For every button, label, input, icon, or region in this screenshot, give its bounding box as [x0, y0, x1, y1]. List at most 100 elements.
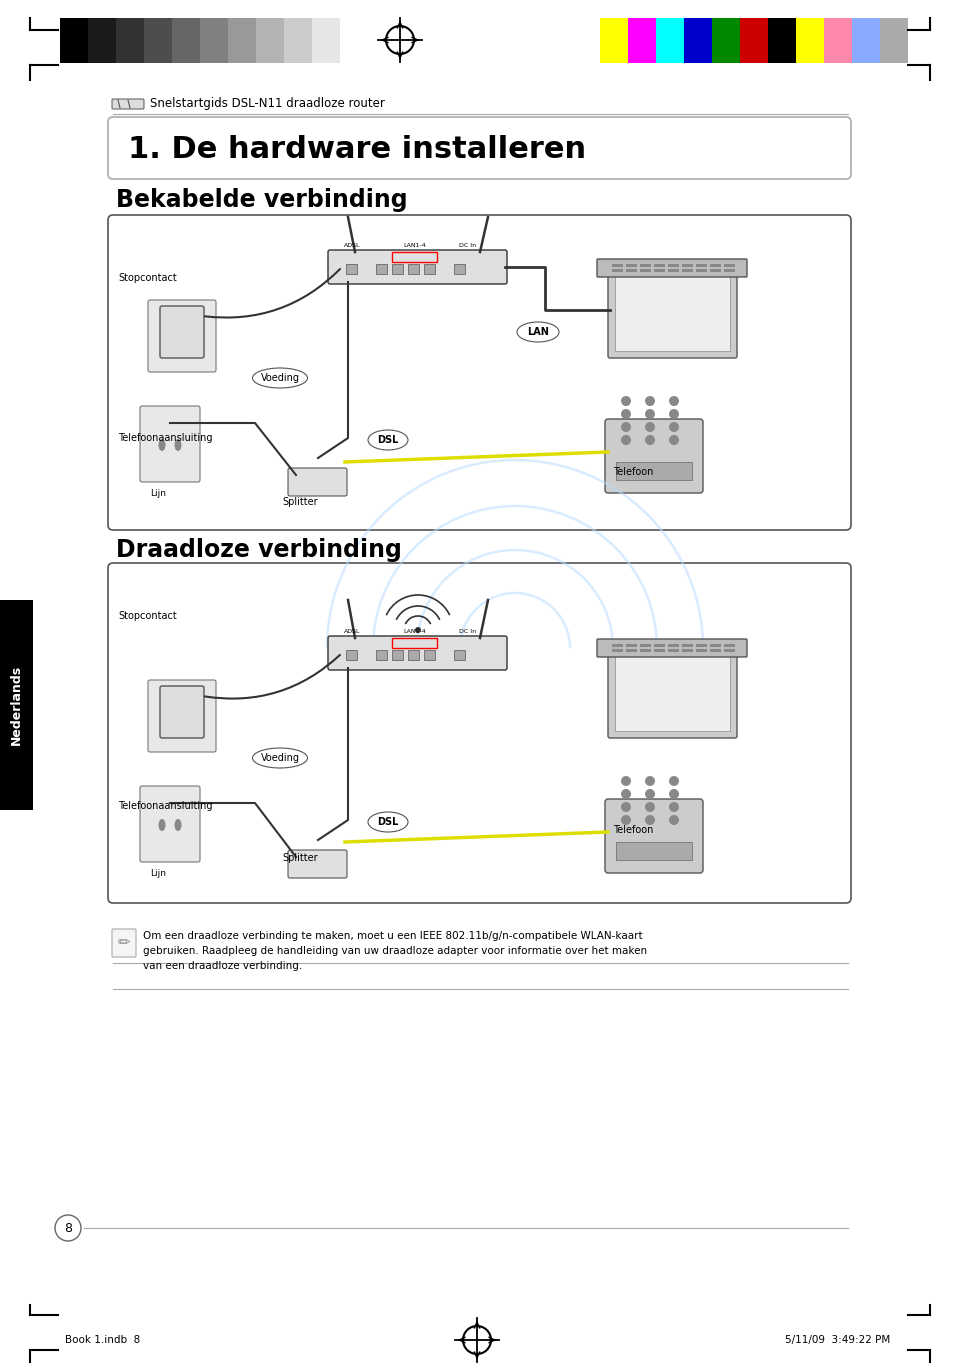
- Bar: [392, 252, 436, 262]
- Bar: [423, 264, 435, 274]
- Text: LAN: LAN: [526, 327, 548, 337]
- Bar: [423, 649, 435, 660]
- Bar: [879, 18, 907, 63]
- Bar: [654, 644, 664, 647]
- Bar: [681, 264, 692, 267]
- Circle shape: [620, 422, 630, 432]
- Text: ADSL: ADSL: [343, 629, 360, 634]
- Bar: [639, 269, 650, 273]
- Ellipse shape: [517, 322, 558, 342]
- Circle shape: [620, 410, 630, 419]
- FancyBboxPatch shape: [597, 259, 746, 277]
- Bar: [116, 18, 144, 63]
- Text: Telefoon: Telefoon: [613, 825, 653, 834]
- Circle shape: [620, 815, 630, 825]
- Circle shape: [668, 789, 679, 799]
- Text: DC In: DC In: [459, 242, 476, 248]
- Text: Splitter: Splitter: [282, 497, 317, 507]
- FancyBboxPatch shape: [108, 116, 850, 179]
- Text: ADSL: ADSL: [343, 242, 360, 248]
- Bar: [615, 273, 729, 351]
- Ellipse shape: [158, 438, 165, 451]
- Circle shape: [668, 410, 679, 419]
- Bar: [723, 269, 734, 273]
- FancyBboxPatch shape: [108, 563, 850, 903]
- Circle shape: [620, 396, 630, 406]
- FancyBboxPatch shape: [112, 99, 144, 110]
- Bar: [723, 644, 734, 647]
- Bar: [667, 269, 679, 273]
- Bar: [696, 644, 706, 647]
- Circle shape: [55, 1215, 81, 1241]
- Text: Om een draadloze verbinding te maken, moet u een IEEE 802.11b/g/n-compatibele WL: Om een draadloze verbinding te maken, mo…: [143, 932, 642, 941]
- Text: Stopcontact: Stopcontact: [118, 611, 176, 621]
- Circle shape: [620, 789, 630, 799]
- Bar: [392, 264, 402, 274]
- Bar: [709, 644, 720, 647]
- Text: 1. De hardware installeren: 1. De hardware installeren: [128, 134, 585, 163]
- FancyBboxPatch shape: [328, 636, 506, 670]
- Bar: [627, 18, 656, 63]
- Bar: [375, 264, 387, 274]
- Ellipse shape: [174, 819, 181, 832]
- Bar: [639, 649, 650, 652]
- Text: Snelstartgids DSL-N11 draadloze router: Snelstartgids DSL-N11 draadloze router: [150, 96, 384, 110]
- FancyBboxPatch shape: [607, 647, 737, 738]
- Circle shape: [644, 801, 655, 812]
- Bar: [0, 600, 33, 810]
- Bar: [683, 18, 711, 63]
- Bar: [681, 649, 692, 652]
- FancyBboxPatch shape: [604, 419, 702, 493]
- FancyBboxPatch shape: [288, 469, 347, 496]
- Text: Draadloze verbinding: Draadloze verbinding: [116, 538, 401, 562]
- Bar: [740, 18, 767, 63]
- Text: Telefoon: Telefoon: [613, 467, 653, 477]
- Circle shape: [620, 801, 630, 812]
- FancyBboxPatch shape: [108, 215, 850, 530]
- Text: van een draadloze verbinding.: van een draadloze verbinding.: [143, 960, 302, 971]
- Bar: [709, 264, 720, 267]
- Bar: [339, 18, 368, 63]
- Bar: [346, 264, 356, 274]
- Bar: [639, 644, 650, 647]
- FancyBboxPatch shape: [288, 849, 347, 878]
- Text: DSL: DSL: [377, 436, 398, 445]
- Bar: [625, 644, 637, 647]
- Bar: [312, 18, 339, 63]
- Bar: [723, 649, 734, 652]
- Text: 8: 8: [64, 1222, 71, 1234]
- Text: Bekabelde verbinding: Bekabelde verbinding: [116, 188, 407, 212]
- Text: Lijn: Lijn: [150, 489, 166, 497]
- Text: DSL: DSL: [377, 817, 398, 827]
- Text: Book 1.indb  8: Book 1.indb 8: [65, 1334, 140, 1345]
- Circle shape: [644, 775, 655, 786]
- Circle shape: [668, 422, 679, 432]
- Bar: [392, 638, 436, 648]
- Bar: [654, 264, 664, 267]
- Bar: [599, 18, 627, 63]
- Circle shape: [668, 436, 679, 445]
- Bar: [284, 18, 312, 63]
- Text: gebruiken. Raadpleeg de handleiding van uw draadloze adapter voor informatie ove: gebruiken. Raadpleeg de handleiding van …: [143, 947, 646, 956]
- Bar: [667, 264, 679, 267]
- Text: DC In: DC In: [459, 629, 476, 634]
- Circle shape: [644, 789, 655, 799]
- FancyBboxPatch shape: [140, 786, 200, 862]
- Circle shape: [668, 801, 679, 812]
- Bar: [681, 269, 692, 273]
- Bar: [625, 264, 637, 267]
- Bar: [408, 649, 418, 660]
- Circle shape: [644, 815, 655, 825]
- Bar: [616, 843, 691, 860]
- Bar: [612, 264, 622, 267]
- Bar: [60, 18, 88, 63]
- Text: Stopcontact: Stopcontact: [118, 273, 176, 284]
- Text: Telefoonaansluiting: Telefoonaansluiting: [118, 433, 213, 443]
- Bar: [795, 18, 823, 63]
- Bar: [696, 269, 706, 273]
- FancyBboxPatch shape: [597, 638, 746, 658]
- FancyBboxPatch shape: [328, 249, 506, 284]
- Bar: [228, 18, 255, 63]
- FancyBboxPatch shape: [140, 406, 200, 482]
- Circle shape: [668, 396, 679, 406]
